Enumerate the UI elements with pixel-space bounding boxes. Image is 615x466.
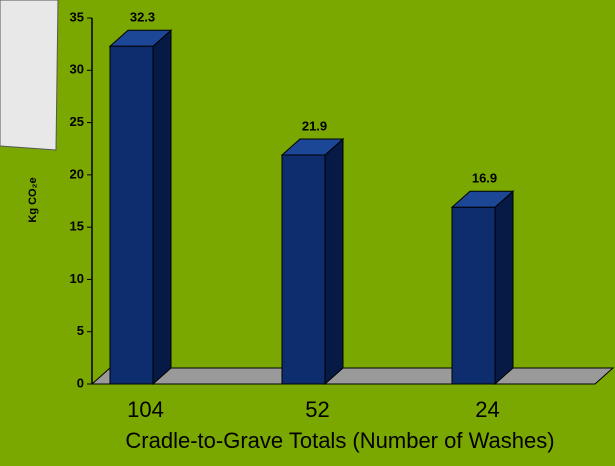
y-tick-label: 25 — [70, 114, 84, 129]
bar — [452, 191, 513, 384]
y-tick-label: 10 — [70, 271, 84, 286]
value-label: 21.9 — [302, 118, 327, 133]
photo-fragment — [0, 0, 58, 150]
y-tick-label: 35 — [70, 9, 84, 24]
bar-front — [452, 207, 495, 384]
y-tick-label: 5 — [77, 323, 84, 338]
bar — [282, 139, 343, 384]
chart: Kg CO₂e Cradle-to-Grave Totals (Number o… — [0, 0, 615, 466]
y-axis-label: Kg CO₂e — [27, 177, 39, 222]
bar-front — [110, 46, 153, 384]
value-label: 16.9 — [472, 171, 497, 186]
floor — [92, 368, 613, 384]
y-tick-label: 15 — [70, 219, 84, 234]
value-label: 32.3 — [130, 10, 155, 25]
bar-side — [325, 139, 343, 384]
y-tick-label: 0 — [77, 375, 84, 390]
x-tick-label: 52 — [305, 397, 329, 422]
bar-front — [282, 155, 325, 384]
x-tick-label: 24 — [475, 397, 499, 422]
y-tick-label: 30 — [70, 62, 84, 77]
bar-side — [495, 191, 513, 384]
x-axis-label: Cradle-to-Grave Totals (Number of Washes… — [125, 428, 554, 453]
y-tick-label: 20 — [70, 166, 84, 181]
bar — [110, 30, 171, 384]
x-tick-label: 104 — [127, 397, 164, 422]
bar-side — [153, 30, 171, 384]
